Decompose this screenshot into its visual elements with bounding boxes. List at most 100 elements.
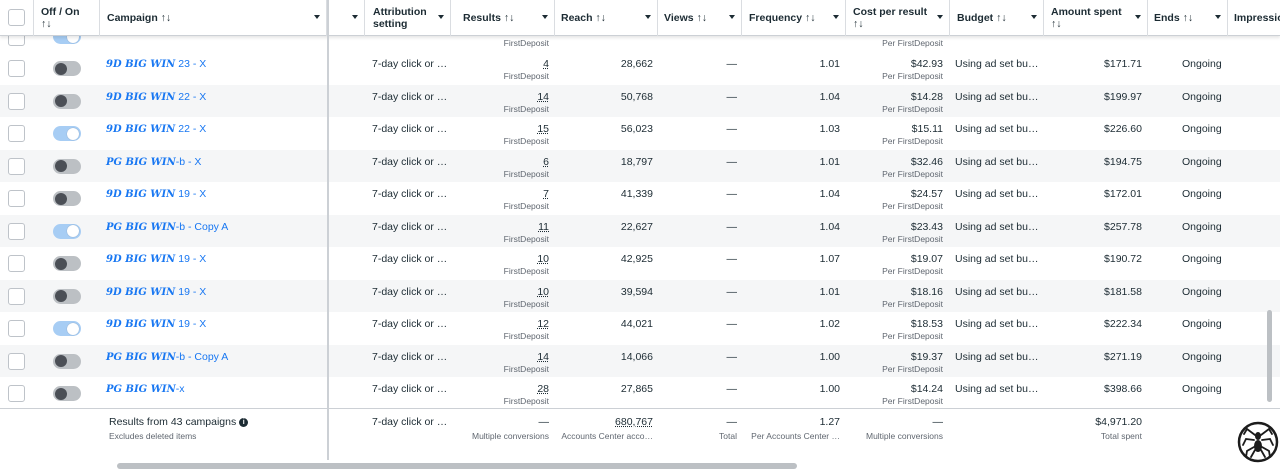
row-checkbox[interactable] bbox=[8, 255, 25, 272]
frequency-value: 1.01 bbox=[819, 155, 840, 168]
campaign-toggle[interactable] bbox=[53, 256, 81, 271]
row-checkbox[interactable] bbox=[8, 190, 25, 207]
budget-value: Using ad set bu… bbox=[955, 383, 1039, 395]
frequency-value: 1.01 bbox=[819, 285, 840, 298]
campaign-name-link[interactable]: PG BIG WIN-b - Copy A bbox=[106, 350, 229, 363]
campaign-name-link[interactable]: 9D BIG WIN 23 - X bbox=[106, 58, 207, 70]
campaign-toggle[interactable] bbox=[53, 126, 81, 141]
results-value[interactable]: 4 bbox=[543, 58, 549, 70]
campaign-toggle[interactable] bbox=[53, 386, 81, 401]
col-views[interactable]: Views ↑↓ bbox=[658, 0, 742, 36]
col-attribution[interactable]: Attribution setting bbox=[365, 0, 451, 36]
reach-total[interactable]: 680,767 bbox=[615, 416, 653, 428]
row-checkbox[interactable] bbox=[8, 287, 25, 305]
chevron-down-icon[interactable] bbox=[1031, 15, 1037, 19]
row-checkbox[interactable] bbox=[8, 385, 25, 402]
results-value[interactable]: 6 bbox=[543, 155, 549, 168]
table-row[interactable]: 9D BIG WIN 19 - X 7-day click or … 10 First… bbox=[0, 247, 1280, 280]
campaign-toggle[interactable] bbox=[53, 353, 81, 369]
col-cost-per-result[interactable]: Cost per result ↑↓ bbox=[846, 0, 950, 36]
campaign-name-link[interactable]: PG BIG WIN-b - X bbox=[106, 155, 202, 168]
select-all-checkbox[interactable] bbox=[8, 9, 25, 26]
col-reach[interactable]: Reach ↑↓ bbox=[555, 0, 658, 36]
results-summary: Results from 43 campaigns i bbox=[109, 416, 249, 428]
row-checkbox[interactable] bbox=[8, 92, 25, 110]
chevron-down-icon[interactable] bbox=[645, 15, 651, 19]
results-value[interactable]: 7 bbox=[543, 188, 549, 200]
campaign-name-link[interactable]: 9D BIG WIN 19 - X bbox=[106, 253, 207, 265]
views-value: — bbox=[726, 285, 738, 298]
campaign-toggle[interactable] bbox=[53, 288, 81, 304]
results-value[interactable]: 15 bbox=[537, 123, 549, 135]
row-checkbox[interactable] bbox=[8, 157, 25, 175]
campaign-name-link[interactable]: 9D BIG WIN 22 - X bbox=[106, 123, 207, 135]
campaign-toggle[interactable] bbox=[53, 93, 81, 109]
table-footer: Results from 43 campaigns i Excludes dele… bbox=[0, 408, 1280, 456]
chevron-down-icon[interactable] bbox=[542, 15, 548, 19]
campaign-name-link[interactable]: PG BIG WIN-x bbox=[106, 383, 185, 395]
table-row[interactable]: 9D BIG WIN 19 - X 7-day click or … 12 First… bbox=[0, 312, 1280, 345]
table-row[interactable]: 9D BIG WIN 22 - X 7-day click or … 15 First… bbox=[0, 117, 1280, 150]
row-checkbox[interactable] bbox=[8, 320, 25, 337]
chevron-down-icon[interactable] bbox=[1215, 15, 1221, 19]
info-icon[interactable]: i bbox=[239, 418, 249, 427]
vertical-scrollbar-thumb[interactable] bbox=[1267, 310, 1272, 402]
table-row[interactable]: PG BIG WIN-b - Copy A 7-day click or … 11 F… bbox=[0, 214, 1280, 247]
table-row[interactable]: PG BIG WIN-x 7-day click or … 28 FirstDepos… bbox=[0, 377, 1280, 410]
results-value[interactable]: 14 bbox=[537, 350, 549, 363]
campaign-toggle[interactable] bbox=[53, 158, 81, 174]
row-checkbox[interactable] bbox=[8, 125, 25, 142]
result-type: FirstDeposit bbox=[503, 266, 549, 276]
ends-value: Ongoing bbox=[1182, 155, 1222, 168]
campaign-toggle[interactable] bbox=[53, 223, 81, 239]
chevron-down-icon[interactable] bbox=[729, 15, 735, 19]
toggle-knob bbox=[67, 322, 79, 335]
campaign-name-link[interactable]: 9D BIG WIN 19 - X bbox=[106, 285, 207, 298]
results-value[interactable]: 12 bbox=[537, 318, 549, 330]
chevron-down-icon[interactable] bbox=[352, 15, 358, 19]
col-frequency[interactable]: Frequency ↑↓ bbox=[742, 0, 846, 36]
table-row[interactable]: PG BIG WIN-b - X 7-day click or … 6 FirstDe… bbox=[0, 149, 1280, 182]
chevron-down-icon[interactable] bbox=[1135, 15, 1141, 19]
horizontal-scrollbar-thumb[interactable] bbox=[117, 463, 797, 469]
col-ends[interactable]: Ends ↑↓ bbox=[1148, 0, 1228, 36]
table-row[interactable]: 9D BIG WIN 19 - X 7-day click or … 10 First… bbox=[0, 279, 1280, 312]
col-results[interactable]: Results ↑↓ bbox=[451, 0, 555, 36]
row-checkbox[interactable] bbox=[8, 352, 25, 370]
col-campaign[interactable]: Campaign ↑↓ bbox=[100, 0, 327, 36]
row-checkbox[interactable] bbox=[8, 222, 25, 240]
campaign-name-link[interactable]: 9D BIG WIN 19 - X bbox=[106, 318, 207, 330]
campaign-name-link[interactable]: 9D BIG WIN 19 - X bbox=[106, 188, 207, 200]
results-value[interactable]: 14 bbox=[537, 90, 549, 103]
chevron-down-icon[interactable] bbox=[833, 15, 839, 19]
chevron-down-icon[interactable] bbox=[314, 15, 320, 19]
col-off-on[interactable]: Off / On ↑↓ bbox=[34, 0, 100, 36]
views-value: — bbox=[726, 318, 738, 330]
table-row[interactable]: 9D BIG WIN 22 - X 7-day click or … 14 First… bbox=[0, 84, 1280, 117]
views-value: — bbox=[726, 58, 738, 70]
chevron-down-icon[interactable] bbox=[438, 15, 444, 19]
results-value[interactable]: 28 bbox=[537, 383, 549, 395]
col-amount-spent[interactable]: Amount spent ↑↓ bbox=[1044, 0, 1148, 36]
amount-spent-value: $172.01 bbox=[1104, 188, 1142, 200]
table-row[interactable]: PG BIG WIN-b - Copy A 7-day click or … 14 F… bbox=[0, 344, 1280, 377]
reach-value: 39,594 bbox=[620, 285, 653, 298]
table-row[interactable]: 9D BIG WIN 23 - X 7-day click or … 4 FirstD… bbox=[0, 52, 1280, 85]
col-impressions[interactable]: Impressio bbox=[1234, 12, 1280, 24]
row-checkbox[interactable] bbox=[8, 60, 25, 77]
campaign-toggle[interactable] bbox=[53, 191, 81, 206]
campaign-toggle[interactable] bbox=[53, 61, 81, 76]
results-value[interactable]: 10 bbox=[537, 253, 549, 265]
table-row[interactable]: 9D BIG WIN 19 - X 7-day click or … 7 FirstD… bbox=[0, 182, 1280, 215]
amount-spent-value: $226.60 bbox=[1104, 123, 1142, 135]
campaign-name-link[interactable]: 9D BIG WIN 22 - X bbox=[106, 90, 207, 103]
col-budget[interactable]: Budget ↑↓ bbox=[950, 0, 1044, 36]
campaign-toggle[interactable] bbox=[53, 321, 81, 336]
results-value[interactable]: 11 bbox=[538, 220, 549, 233]
chevron-down-icon[interactable] bbox=[937, 15, 943, 19]
frequency-value: 1.01 bbox=[819, 58, 840, 70]
ends-value: Ongoing bbox=[1182, 285, 1222, 298]
amount-spent-value: $190.72 bbox=[1104, 253, 1142, 265]
results-value[interactable]: 10 bbox=[537, 285, 549, 298]
campaign-name-link[interactable]: PG BIG WIN-b - Copy A bbox=[106, 220, 229, 233]
